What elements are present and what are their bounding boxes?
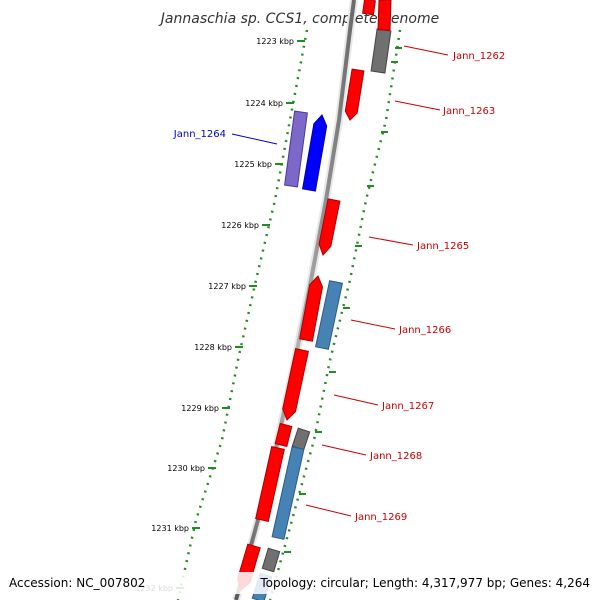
scale-tick-label: 1227 kbp — [208, 282, 246, 291]
scale-tick-label: 1226 kbp — [221, 221, 259, 230]
scale-tick-label: 1223 kbp — [256, 37, 294, 46]
gene-label: Jann_1268 — [369, 451, 422, 462]
scale-tick-label: 1229 kbp — [181, 404, 219, 413]
gene-label-leader — [403, 45, 449, 56]
gene-feature — [377, 0, 392, 31]
gene-label: Jann_1269 — [354, 512, 407, 523]
scale-tick-label: 1224 kbp — [245, 99, 283, 108]
ruler-track-outer — [268, 29, 402, 600]
scale-ticks: 1223 kbp 1224 kbp 1225 kbp 1226 kbp 1227 kbp… — [135, 37, 402, 593]
gene-label: Jann_1267 — [381, 401, 434, 412]
ruler-tracks — [176, 29, 402, 600]
gene-label-leader — [394, 100, 441, 111]
gene-labels: Jann_1262 Jann_1263 Jann_1264 Jann_1265 Jann… — [173, 45, 505, 523]
footer-band — [0, 572, 600, 594]
gene-label-leader — [333, 394, 379, 406]
gene-label-leader — [321, 444, 367, 456]
gene-feature — [271, 446, 305, 540]
gene-label: Jann_1266 — [398, 325, 451, 336]
gene-label: Jann_1265 — [416, 241, 469, 252]
scale-tick-label: 1225 kbp — [234, 160, 272, 169]
gene-label-leader — [350, 319, 396, 330]
gene-feature — [291, 427, 311, 451]
gene-features — [237, 0, 392, 600]
gene-label-leader — [305, 504, 352, 517]
gene-feature — [282, 348, 309, 421]
gene-feature — [261, 547, 281, 573]
gene-feature — [274, 422, 293, 448]
gene-label-leader — [368, 236, 414, 246]
ruler-track-inner — [176, 29, 309, 600]
gene-feature — [284, 110, 308, 188]
scale-tick-label: 1230 kbp — [167, 464, 205, 473]
gene-feature — [344, 68, 365, 121]
topology-text: Topology: circular; Length: 4,317,977 bp… — [259, 576, 590, 590]
gene-feature — [315, 280, 343, 350]
gene-label: Jann_1263 — [442, 106, 495, 117]
scale-tick-label: 1231 kbp — [151, 524, 189, 533]
scale-tick-label: 1228 kbp — [194, 343, 232, 352]
gene-feature — [362, 0, 376, 16]
gene-label: Jann_1264 — [173, 129, 226, 140]
accession-text: Accession: NC_007802 — [9, 576, 145, 590]
gene-feature — [255, 446, 285, 522]
gene-feature — [318, 198, 341, 256]
map-title: Jannaschia sp. CCS1, complete genome — [158, 11, 439, 27]
gene-feature — [299, 275, 324, 342]
gene-feature — [370, 28, 392, 74]
gene-label-leader — [231, 133, 278, 145]
gene-feature — [302, 114, 328, 192]
gene-label: Jann_1262 — [452, 51, 505, 62]
